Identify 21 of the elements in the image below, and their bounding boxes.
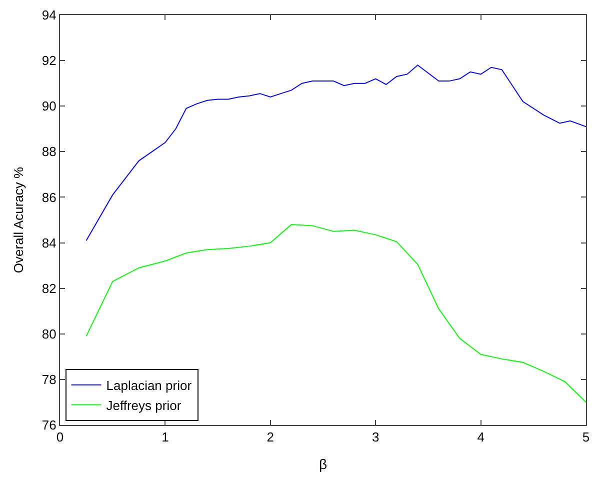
x-axis-title: β bbox=[318, 456, 328, 472]
line-series bbox=[86, 64, 586, 241]
y-tick-label: 92 bbox=[42, 53, 56, 68]
y-tick-label: 76 bbox=[42, 418, 56, 433]
x-tick-label: 5 bbox=[582, 430, 590, 445]
y-tick-label: 80 bbox=[42, 326, 56, 342]
y-tick-label: 82 bbox=[42, 280, 56, 296]
x-tick-label: 1 bbox=[162, 430, 169, 445]
y-axis-title: Overall Acuracy % bbox=[10, 166, 26, 274]
y-tick-label: 84 bbox=[42, 235, 56, 250]
x-tick-label: 4 bbox=[477, 430, 484, 445]
y-tick-label: 94 bbox=[42, 8, 56, 23]
y-tick-label: 90 bbox=[42, 98, 56, 114]
x-tick-label: 0 bbox=[56, 430, 64, 445]
legend-label: Jeffreys prior bbox=[106, 398, 182, 413]
y-tick-label: 78 bbox=[42, 372, 56, 387]
y-tick-label: 88 bbox=[42, 144, 56, 160]
x-tick-label: 3 bbox=[372, 430, 380, 445]
y-tick-label: 86 bbox=[42, 190, 56, 205]
x-tick-label: 2 bbox=[266, 430, 274, 445]
legend-label: Laplacian prior bbox=[106, 378, 192, 393]
